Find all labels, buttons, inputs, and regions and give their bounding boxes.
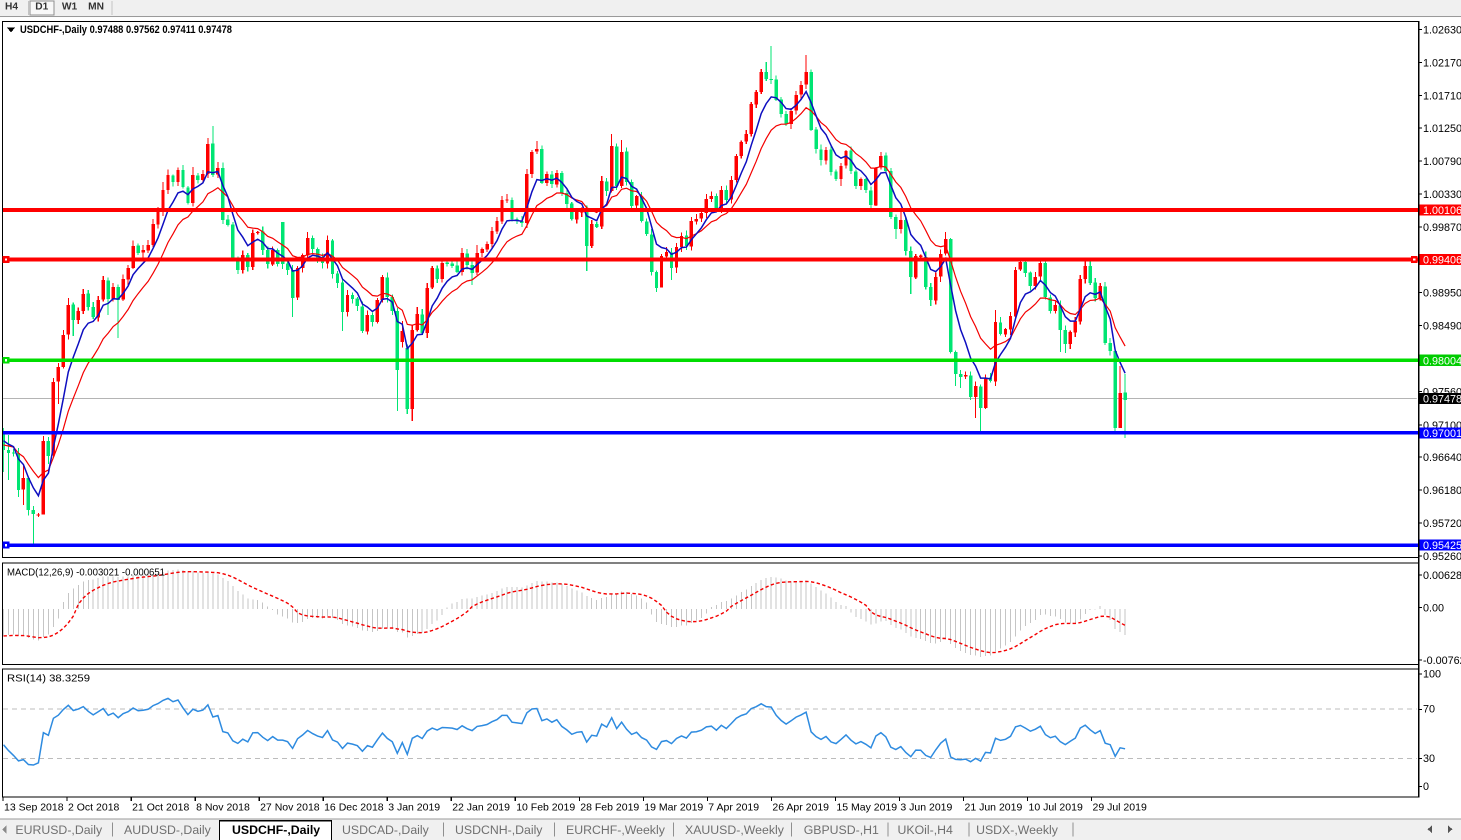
svg-text:10 Feb 2019: 10 Feb 2019 (516, 802, 575, 814)
svg-text:1.02630: 1.02630 (1423, 25, 1461, 37)
svg-text:GBPUSD-,H1: GBPUSD-,H1 (804, 823, 879, 837)
svg-text:H4: H4 (5, 2, 18, 13)
svg-text:UKOil-,H4: UKOil-,H4 (898, 823, 954, 837)
svg-text:1.01250: 1.01250 (1423, 123, 1461, 135)
svg-text:1.00106: 1.00106 (1423, 205, 1461, 217)
svg-text:0.00: 0.00 (1423, 603, 1444, 615)
svg-text:MACD(12,26,9) -0.003021 -0.000: MACD(12,26,9) -0.003021 -0.000651 (7, 567, 165, 579)
svg-text:W1: W1 (62, 2, 78, 13)
svg-text:3 Jan 2019: 3 Jan 2019 (388, 802, 440, 814)
svg-text:1.02170: 1.02170 (1423, 57, 1461, 69)
svg-text:0.96640: 0.96640 (1423, 452, 1461, 464)
svg-text:-0.00762: -0.00762 (1423, 655, 1461, 667)
svg-text:XAUUSD-,Weekly: XAUUSD-,Weekly (685, 823, 785, 837)
svg-text:0: 0 (1423, 781, 1429, 793)
svg-text:13 Sep 2018: 13 Sep 2018 (4, 802, 64, 814)
svg-text:USDCHF-,Daily 0.97488 0.97562: USDCHF-,Daily 0.97488 0.97562 0.97411 0.… (20, 24, 232, 36)
svg-text:70: 70 (1423, 704, 1435, 716)
svg-text:0.96180: 0.96180 (1423, 485, 1461, 497)
svg-text:27 Nov 2018: 27 Nov 2018 (260, 802, 320, 814)
svg-text:0.95260: 0.95260 (1423, 551, 1461, 563)
svg-text:29 Jul 2019: 29 Jul 2019 (1093, 802, 1147, 814)
svg-text:USDCAD-,Daily: USDCAD-,Daily (342, 823, 430, 837)
svg-text:0.97001: 0.97001 (1423, 428, 1461, 440)
svg-text:0.99870: 0.99870 (1423, 222, 1461, 234)
svg-text:AUDUSD-,Daily: AUDUSD-,Daily (124, 823, 212, 837)
svg-text:USDCHF-,Daily: USDCHF-,Daily (232, 823, 320, 837)
svg-text:16 Dec 2018: 16 Dec 2018 (324, 802, 384, 814)
svg-text:10 Jul 2019: 10 Jul 2019 (1029, 802, 1083, 814)
svg-text:100: 100 (1423, 669, 1441, 681)
svg-text:22 Jan 2019: 22 Jan 2019 (452, 802, 510, 814)
svg-text:21 Oct 2018: 21 Oct 2018 (132, 802, 189, 814)
svg-text:1.00790: 1.00790 (1423, 156, 1461, 168)
svg-text:28 Feb 2019: 28 Feb 2019 (580, 802, 639, 814)
svg-text:2 Oct 2018: 2 Oct 2018 (68, 802, 120, 814)
svg-text:MN: MN (88, 2, 104, 13)
svg-text:30: 30 (1423, 753, 1435, 765)
svg-text:0.98490: 0.98490 (1423, 321, 1461, 333)
svg-text:0.97478: 0.97478 (1423, 394, 1461, 406)
svg-text:1.01710: 1.01710 (1423, 90, 1461, 102)
svg-text:1.00330: 1.00330 (1423, 189, 1461, 201)
svg-text:USDCNH-,Daily: USDCNH-,Daily (455, 823, 543, 837)
svg-text:19 Mar 2019: 19 Mar 2019 (644, 802, 703, 814)
svg-text:0.99406: 0.99406 (1423, 255, 1461, 267)
svg-text:D1: D1 (35, 2, 48, 13)
svg-text:21 Jun 2019: 21 Jun 2019 (965, 802, 1023, 814)
svg-text:7 Apr 2019: 7 Apr 2019 (708, 802, 759, 814)
svg-text:0.95425: 0.95425 (1423, 540, 1461, 552)
svg-text:EURUSD-,Daily: EURUSD-,Daily (15, 823, 103, 837)
svg-text:0.95720: 0.95720 (1423, 518, 1461, 530)
svg-text:RSI(14) 38.3259: RSI(14) 38.3259 (7, 673, 90, 685)
svg-text:EURCHF-,Weekly: EURCHF-,Weekly (566, 823, 666, 837)
svg-text:8 Nov 2018: 8 Nov 2018 (196, 802, 250, 814)
svg-text:3 Jun 2019: 3 Jun 2019 (900, 802, 952, 814)
svg-text:USDX-,Weekly: USDX-,Weekly (976, 823, 1059, 837)
svg-text:15 May 2019: 15 May 2019 (836, 802, 897, 814)
svg-text:0.006286: 0.006286 (1423, 570, 1461, 582)
svg-text:0.98950: 0.98950 (1423, 288, 1461, 300)
svg-text:26 Apr 2019: 26 Apr 2019 (772, 802, 829, 814)
svg-text:0.98004: 0.98004 (1423, 355, 1461, 367)
